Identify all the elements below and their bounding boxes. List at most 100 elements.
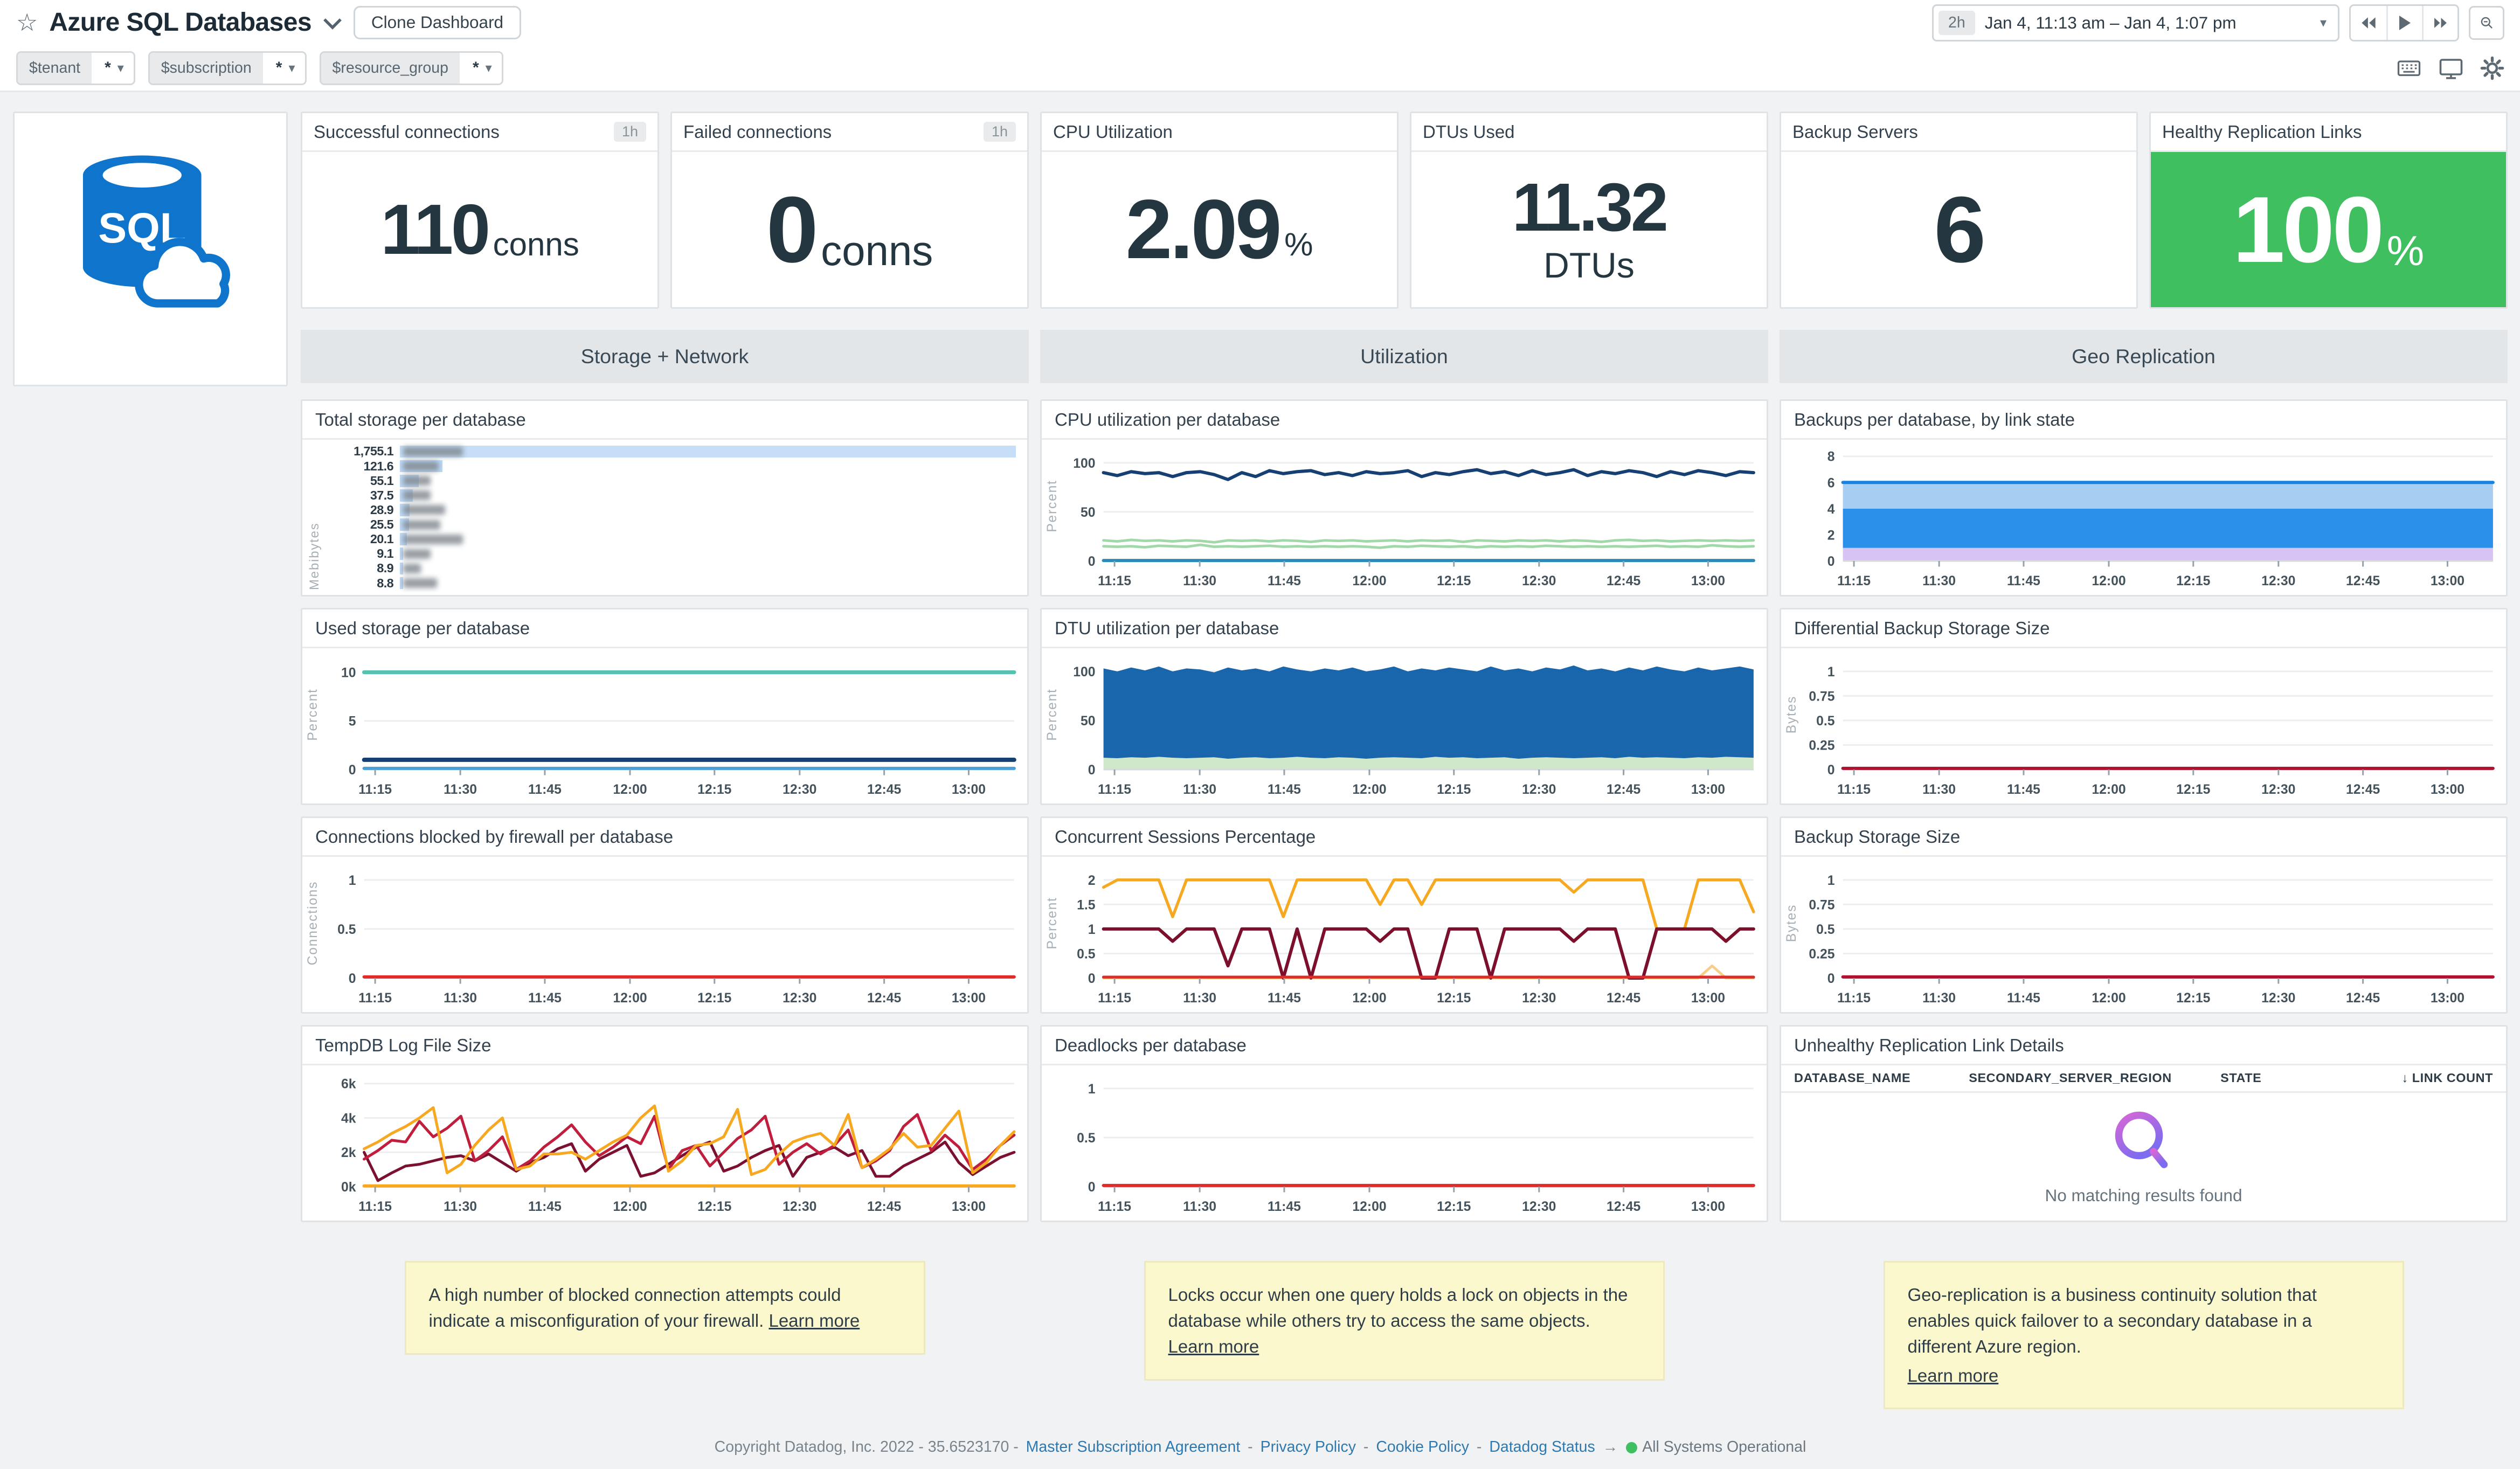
tile-value: 11.32 bbox=[1512, 169, 1669, 245]
zoom-out-button[interactable] bbox=[2469, 5, 2504, 40]
redacted-database-name bbox=[403, 563, 421, 573]
table-header-row: DATABASE_NAME SECONDARY_SERVER_REGION ST… bbox=[1781, 1065, 2506, 1093]
tile-value: 2.09 bbox=[1125, 183, 1282, 276]
chart-title: TempDB Log File Size bbox=[302, 1027, 1027, 1065]
chevron-down-icon[interactable] bbox=[323, 18, 342, 31]
svg-text:Percent: Percent bbox=[306, 688, 320, 740]
svg-text:4: 4 bbox=[1827, 502, 1835, 517]
clone-dashboard-button[interactable]: Clone Dashboard bbox=[353, 6, 522, 39]
bar-row[interactable]: 25.5 bbox=[322, 517, 1016, 532]
dashboard-header: ☆ Azure SQL Databases Clone Dashboard 2h… bbox=[0, 0, 2520, 45]
chart-canvas[interactable]: 0 5 10 11:15 11:30 11:45 12:00 12:15 12:30 12:45 1… bbox=[302, 648, 1027, 803]
chart-canvas[interactable]: 0 50 100 11:15 11:30 11:45 12:00 12:15 12:30 12:4… bbox=[1042, 440, 1767, 595]
time-play-button[interactable] bbox=[2386, 5, 2422, 40]
svg-text:13:00: 13:00 bbox=[952, 991, 986, 1006]
learn-more-link[interactable]: Learn more bbox=[1907, 1365, 1999, 1385]
svg-text:11:15: 11:15 bbox=[358, 1200, 392, 1214]
svg-text:8: 8 bbox=[1827, 450, 1835, 465]
link-cookie-policy[interactable]: Cookie Policy bbox=[1376, 1438, 1469, 1456]
keyboard-icon[interactable] bbox=[2396, 55, 2422, 81]
svg-text:12:15: 12:15 bbox=[1437, 782, 1471, 797]
svg-text:6: 6 bbox=[1827, 476, 1835, 490]
time-range-label: Jan 4, 11:13 am – Jan 4, 1:07 pm bbox=[1984, 12, 2237, 32]
variable-name: $subscription bbox=[149, 52, 263, 84]
column-database-name: DATABASE_NAME bbox=[1794, 1071, 1911, 1085]
svg-text:12:30: 12:30 bbox=[2261, 782, 2295, 797]
bar-row[interactable]: 55.1 bbox=[322, 474, 1016, 488]
gear-icon[interactable] bbox=[2480, 56, 2504, 80]
learn-more-link[interactable]: Learn more bbox=[1168, 1336, 1259, 1356]
svg-text:11:45: 11:45 bbox=[2007, 991, 2040, 1006]
tile-value: 100 bbox=[2232, 177, 2384, 282]
chart-title: Deadlocks per database bbox=[1042, 1027, 1767, 1065]
azure-sql-database-logo: SQL bbox=[82, 155, 230, 308]
time-forward-button[interactable] bbox=[2422, 5, 2457, 40]
bar-row[interactable]: 121.6 bbox=[322, 459, 1016, 473]
tile-unit: % bbox=[1284, 226, 1313, 262]
svg-text:12:15: 12:15 bbox=[697, 1200, 732, 1214]
chart-cpu-utilization: CPU utilization per database 0 50 100 11:15… bbox=[1040, 399, 1768, 597]
tile-title: Successful connections bbox=[314, 121, 500, 142]
page-title: Azure SQL Databases bbox=[49, 8, 311, 37]
variable-resource-group[interactable]: $resource_group * ▾ bbox=[319, 51, 503, 85]
chart-canvas[interactable]: 0 0.25 0.5 0.75 1 11:15 11:30 11:45 12:00 12:15 12… bbox=[1781, 648, 2506, 803]
time-back-button[interactable] bbox=[2351, 5, 2386, 40]
link-master-subscription-agreement[interactable]: Master Subscription Agreement bbox=[1026, 1438, 1241, 1456]
chart-canvas[interactable]: 0 50 100 11:15 11:30 11:45 12:00 12:15 12:30 12:4… bbox=[1042, 648, 1767, 803]
favorite-star-icon[interactable]: ☆ bbox=[16, 9, 38, 37]
time-range-picker[interactable]: 2h Jan 4, 11:13 am – Jan 4, 1:07 pm ▾ bbox=[1932, 4, 2339, 41]
link-datadog-status[interactable]: Datadog Status bbox=[1489, 1438, 1595, 1456]
svg-text:11:30: 11:30 bbox=[1183, 782, 1216, 797]
time-range-badge: 2h bbox=[1939, 10, 1975, 35]
svg-text:13:00: 13:00 bbox=[1691, 991, 1725, 1006]
svg-text:0.25: 0.25 bbox=[1809, 739, 1834, 753]
svg-text:2: 2 bbox=[1088, 874, 1096, 888]
svg-text:12:00: 12:00 bbox=[1352, 991, 1386, 1006]
bar-row[interactable]: 8.9 bbox=[322, 561, 1016, 576]
svg-text:Percent: Percent bbox=[1045, 480, 1060, 532]
column-link-count-sort[interactable]: ↓ LINK COUNT bbox=[2401, 1071, 2493, 1085]
svg-text:0: 0 bbox=[1827, 555, 1835, 569]
redacted-database-name bbox=[403, 519, 440, 530]
chart-canvas[interactable]: Mebibytes 1,755.1 121.6 55.1 37.5 28.9 25.5 20.… bbox=[302, 440, 1027, 595]
bar-row[interactable]: 20.1 bbox=[322, 532, 1016, 546]
chart-canvas[interactable]: 0 0.5 1 1.5 2 11:15 11:30 11:45 12:00 12:15 12:30 1… bbox=[1042, 857, 1767, 1012]
redacted-database-name bbox=[403, 476, 431, 486]
variable-value: * bbox=[472, 59, 479, 77]
chart-canvas[interactable]: 0k 2k 4k 6k 11:15 11:30 11:45 12:00 12:15 12:30 12… bbox=[302, 1065, 1027, 1221]
svg-text:0: 0 bbox=[349, 972, 356, 986]
svg-text:0: 0 bbox=[349, 763, 356, 778]
svg-text:0: 0 bbox=[1088, 972, 1096, 986]
svg-text:11:15: 11:15 bbox=[1837, 574, 1871, 588]
svg-text:12:45: 12:45 bbox=[867, 1200, 902, 1214]
bar-row[interactable]: 8.8 bbox=[322, 576, 1016, 590]
chart-canvas[interactable]: 0 0.5 1 11:15 11:30 11:45 12:00 12:15 12:30 12:45… bbox=[1042, 1065, 1767, 1221]
play-icon bbox=[2399, 15, 2411, 30]
redacted-database-name bbox=[403, 446, 463, 456]
link-privacy-policy[interactable]: Privacy Policy bbox=[1260, 1438, 1356, 1456]
variable-value: * bbox=[275, 59, 282, 77]
svg-text:11:30: 11:30 bbox=[1183, 574, 1216, 588]
svg-text:11:30: 11:30 bbox=[444, 782, 477, 797]
note-firewall: A high number of blocked connection atte… bbox=[404, 1261, 925, 1355]
bar-row[interactable]: 37.5 bbox=[322, 488, 1016, 502]
bar-row[interactable]: 9.1 bbox=[322, 546, 1016, 561]
chart-title: Connections blocked by firewall per data… bbox=[302, 818, 1027, 857]
bar-row[interactable]: 28.9 bbox=[322, 503, 1016, 517]
tv-screen-icon[interactable] bbox=[2438, 55, 2464, 81]
svg-text:0.5: 0.5 bbox=[1816, 923, 1835, 937]
chart-tempdb-log-size: TempDB Log File Size 0k 2k 4k 6k 11:15 11:30 1… bbox=[301, 1025, 1029, 1222]
chart-title: Differential Backup Storage Size bbox=[1781, 609, 2506, 648]
arrow-icon: → bbox=[1602, 1438, 1618, 1456]
bar-row[interactable]: 1,755.1 bbox=[322, 444, 1016, 459]
svg-text:12:45: 12:45 bbox=[2346, 991, 2380, 1006]
variable-subscription[interactable]: $subscription * ▾ bbox=[148, 51, 307, 85]
learn-more-link[interactable]: Learn more bbox=[769, 1310, 860, 1331]
chart-canvas[interactable]: 0 0.5 1 11:15 11:30 11:45 12:00 12:15 12:30 12:45… bbox=[302, 857, 1027, 1012]
section-storage-network: Storage + Network bbox=[301, 330, 1029, 383]
chart-canvas[interactable]: 0 2 4 6 8 11:15 11:30 11:45 12:00 12:15 12:30 12:45… bbox=[1781, 440, 2506, 595]
svg-text:11:45: 11:45 bbox=[528, 782, 562, 797]
variable-tenant[interactable]: $tenant * ▾ bbox=[16, 51, 135, 85]
svg-text:12:45: 12:45 bbox=[867, 782, 902, 797]
chart-canvas[interactable]: 0 0.25 0.5 0.75 1 11:15 11:30 11:45 12:00 12:15 12… bbox=[1781, 857, 2506, 1012]
